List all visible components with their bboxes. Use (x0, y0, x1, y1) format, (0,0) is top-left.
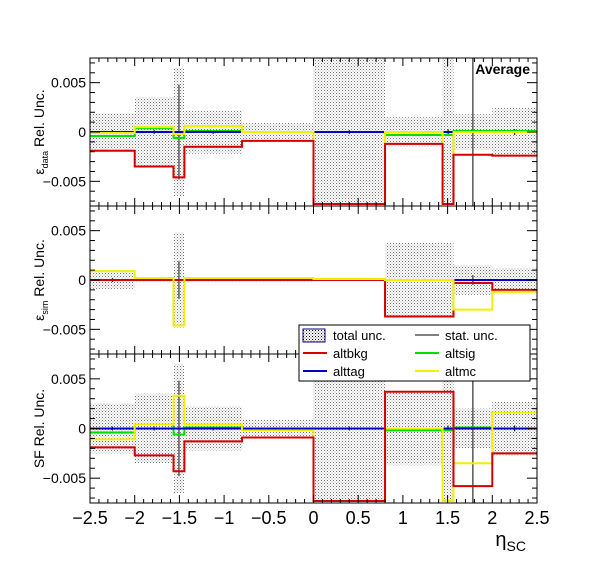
legend-swatch-total (302, 328, 326, 343)
y-tick-label: 0.005 (51, 75, 86, 91)
y-tick-label: −0.005 (43, 470, 86, 486)
y-axis-title: εdata Rel. Unc. (31, 89, 50, 174)
y-axis-title-suffix: Rel. Unc. (31, 89, 47, 150)
y-tick-label: 0 (78, 272, 86, 288)
legend: total unc. stat. unc. altbkg altsig alttag al… (298, 324, 531, 382)
y-axis-title-sub: sim (40, 301, 50, 315)
x-tick-label: −1.5 (162, 508, 198, 528)
y-tick-label: −0.005 (43, 173, 86, 189)
x-tick-label: 0 (308, 508, 318, 528)
legend-label-altmc: altmc (445, 364, 477, 379)
x-tick-label: −0.5 (251, 508, 287, 528)
x-tick-label: −2 (124, 508, 145, 528)
x-axis: −2.5 −2 −1.5 −1 −0.5 0 0.5 1 1.5 2 2.5 (72, 508, 549, 528)
series-altbkg (90, 390, 537, 503)
y-axis-title-main: ε (31, 315, 47, 321)
y-axis-title-main: SF Rel. Unc. (31, 389, 47, 468)
legend-label-total: total unc. (333, 328, 386, 343)
x-axis-title-main: η (495, 529, 506, 551)
legend-label-alttag: alttag (333, 364, 365, 379)
annotation-average: Average (475, 61, 530, 77)
x-tick-label: 2.5 (524, 508, 549, 528)
y-tick-label: 0.005 (51, 371, 86, 387)
y-axis-title: SF Rel. Unc. (31, 389, 47, 468)
series-altbkg (90, 139, 537, 206)
y-axis-title-suffix: Rel. Unc. (31, 239, 47, 300)
y-axis-title-sub: data (40, 151, 50, 169)
x-tick-label: −1 (214, 508, 235, 528)
x-tick-label: 2 (487, 508, 497, 528)
series-altmc (90, 270, 537, 327)
y-tick-label: 0.005 (51, 223, 86, 239)
x-tick-label: 1 (398, 508, 408, 528)
y-tick-label: −0.005 (43, 321, 86, 337)
legend-box (298, 324, 531, 382)
legend-label-stat: stat. unc. (445, 328, 498, 343)
series-altbkg (90, 279, 537, 318)
x-tick-label: 0.5 (346, 508, 371, 528)
y-axis-title-main: ε (31, 168, 47, 174)
x-axis-title-sub: SC (507, 538, 526, 554)
y-axis-title: εsim Rel. Unc. (31, 239, 50, 321)
x-axis-title: ηSC (495, 529, 526, 554)
x-tick-label: 1.5 (435, 508, 460, 528)
legend-label-altsig: altsig (445, 346, 475, 361)
x-tick-label: −2.5 (72, 508, 108, 528)
y-tick-label: 0 (78, 124, 86, 140)
svg-text:ηSC: ηSC (495, 529, 526, 554)
legend-label-altbkg: altbkg (333, 346, 368, 361)
y-tick-label: 0 (78, 421, 86, 437)
